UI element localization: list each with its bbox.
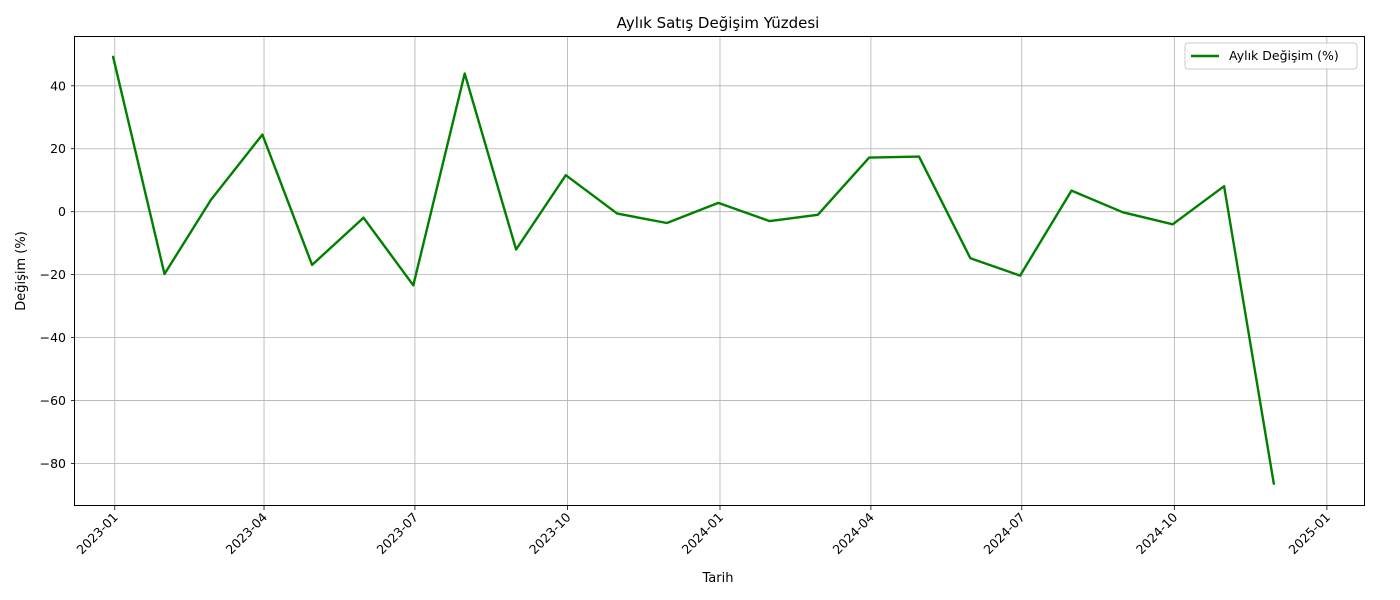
x-tick-label: 2023-04 xyxy=(223,509,271,557)
x-tick-label: 2025-01 xyxy=(1285,510,1333,558)
x-tick-label: 2024-07 xyxy=(980,510,1028,558)
series-line xyxy=(111,55,1276,485)
y-tick-label: −40 xyxy=(40,330,66,345)
x-tick-label: 2023-01 xyxy=(73,510,121,558)
x-tick-label: 2024-01 xyxy=(679,510,727,558)
axis-ticks: −80 −60 −40 −20 0 20 40 2023-01 2023-04 2023-07 20… xyxy=(40,78,1333,557)
series-layer xyxy=(111,55,1276,485)
x-tick-label: 2023-10 xyxy=(526,509,574,557)
grid-lines xyxy=(75,37,1365,506)
y-axis-label: Değişim (%) xyxy=(14,231,29,311)
chart-title: Aylık Satış Değişim Yüzdesi xyxy=(617,14,820,32)
y-tick-label: 0 xyxy=(58,204,66,219)
y-tick-label: 40 xyxy=(50,78,66,93)
y-tick-label: −60 xyxy=(40,393,66,408)
x-tick-label: 2024-04 xyxy=(829,509,877,557)
plot-frame xyxy=(74,36,1365,506)
y-tick-label: −80 xyxy=(40,456,66,471)
x-tick-label: 2023-07 xyxy=(373,510,421,558)
y-tick-label: −20 xyxy=(40,267,66,282)
legend-label: Aylık Değişim (%) xyxy=(1229,48,1339,63)
x-axis-label: Tarih xyxy=(702,571,734,586)
x-tick-label: 2024-10 xyxy=(1133,509,1181,557)
legend: Aylık Değişim (%) xyxy=(1184,42,1358,70)
y-tick-label: 20 xyxy=(50,141,66,156)
legend-box xyxy=(1184,42,1358,70)
